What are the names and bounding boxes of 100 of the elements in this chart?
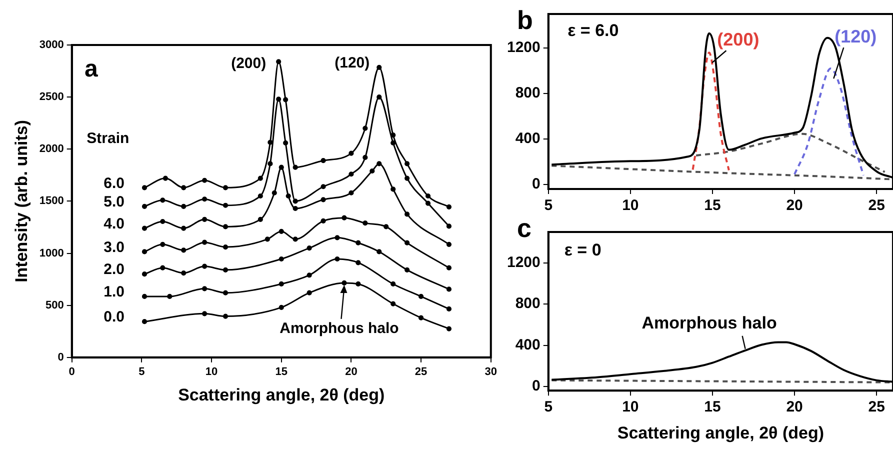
point bbox=[181, 270, 186, 276]
series-label: 4.0 bbox=[104, 215, 124, 232]
point bbox=[342, 215, 347, 220]
point bbox=[356, 281, 361, 287]
y-tick-label: 0 bbox=[532, 176, 540, 193]
point bbox=[376, 161, 382, 166]
point bbox=[446, 265, 452, 270]
y-tick-label: 500 bbox=[46, 299, 64, 312]
point bbox=[160, 242, 166, 247]
point bbox=[348, 172, 354, 177]
point bbox=[446, 224, 452, 229]
point bbox=[404, 267, 410, 272]
x-axis-title: Scattering angle, 2θ (deg) bbox=[617, 423, 824, 442]
text: c bbox=[517, 213, 532, 244]
x-tick-label: 20 bbox=[786, 197, 803, 214]
annotation: ε = 6.0 bbox=[568, 21, 619, 40]
point bbox=[384, 224, 389, 230]
point bbox=[160, 265, 166, 270]
point bbox=[202, 178, 208, 183]
point bbox=[222, 224, 228, 230]
point bbox=[142, 272, 148, 277]
x-tick-label: 10 bbox=[622, 398, 639, 416]
y-axis-title: Intensity (arb. units) bbox=[12, 120, 31, 282]
annotation: ε = 0 bbox=[564, 240, 602, 260]
series-label: 0.0 bbox=[104, 308, 124, 326]
y-tick-label: 3000 bbox=[39, 39, 64, 52]
series-label: 5.0 bbox=[104, 194, 124, 211]
annotation: Strain bbox=[86, 130, 130, 147]
point bbox=[390, 140, 396, 146]
point bbox=[348, 190, 354, 196]
point bbox=[278, 281, 284, 287]
y-tick-label: 1500 bbox=[39, 195, 64, 208]
point bbox=[222, 185, 228, 190]
point bbox=[286, 193, 291, 199]
point bbox=[390, 281, 396, 287]
annotation: (120) bbox=[334, 54, 370, 72]
point bbox=[268, 140, 273, 145]
y-tick-label: 800 bbox=[515, 84, 540, 102]
point bbox=[376, 249, 382, 254]
point bbox=[142, 204, 148, 209]
y-tick-label: 1000 bbox=[39, 247, 64, 260]
point bbox=[320, 184, 326, 190]
x-tick-label: 5 bbox=[138, 366, 145, 378]
point bbox=[283, 140, 288, 146]
point bbox=[222, 314, 228, 319]
y-tick-label: 2000 bbox=[39, 143, 64, 156]
point bbox=[142, 185, 148, 190]
point bbox=[292, 206, 298, 212]
point bbox=[356, 260, 361, 266]
y-tick-label: 0 bbox=[58, 351, 64, 364]
point bbox=[278, 304, 284, 310]
point bbox=[292, 198, 298, 204]
point bbox=[418, 294, 424, 300]
point bbox=[276, 96, 282, 102]
y-tick-label: 400 bbox=[515, 130, 540, 148]
annotation: Amorphous halo bbox=[280, 320, 399, 338]
point bbox=[446, 286, 452, 292]
series-label: 1.0 bbox=[104, 284, 124, 301]
point bbox=[320, 158, 326, 164]
annotation: (200) bbox=[231, 54, 266, 72]
annotation: Amorphous halo bbox=[642, 314, 777, 333]
point bbox=[202, 286, 208, 292]
series-label: 2.0 bbox=[104, 261, 124, 278]
point bbox=[278, 256, 284, 262]
line-series bbox=[695, 132, 886, 173]
series-label: 3.0 bbox=[104, 238, 124, 256]
y-tick-label: 1200 bbox=[506, 254, 540, 272]
x-tick-label: 25 bbox=[868, 398, 885, 416]
point bbox=[258, 176, 263, 181]
point bbox=[160, 198, 166, 203]
x-tick-label: 15 bbox=[275, 366, 288, 378]
point bbox=[181, 185, 186, 190]
y-tick-label: 1200 bbox=[506, 39, 540, 56]
point bbox=[258, 216, 263, 222]
series-label: (200) bbox=[717, 30, 760, 50]
y-tick-label: 400 bbox=[515, 336, 540, 354]
y-tick-label: 2500 bbox=[39, 91, 64, 104]
x-tick-label: 0 bbox=[68, 366, 75, 378]
point bbox=[425, 200, 431, 206]
x-tick-label: 10 bbox=[205, 366, 218, 378]
point bbox=[276, 59, 282, 64]
point bbox=[390, 186, 396, 192]
point bbox=[202, 240, 208, 245]
point bbox=[292, 164, 298, 170]
point bbox=[425, 193, 431, 199]
point bbox=[142, 249, 148, 254]
x-tick-label: 20 bbox=[786, 398, 803, 416]
point bbox=[202, 196, 208, 202]
point bbox=[404, 161, 410, 166]
point bbox=[264, 236, 270, 242]
point bbox=[278, 228, 284, 234]
point bbox=[306, 272, 312, 278]
point bbox=[272, 190, 277, 196]
x-tick-label: 15 bbox=[704, 398, 721, 416]
point bbox=[181, 204, 186, 209]
point bbox=[142, 226, 148, 231]
point bbox=[222, 290, 228, 296]
point bbox=[342, 280, 347, 286]
x-tick-label: 10 bbox=[622, 197, 639, 214]
x-tick-label: 30 bbox=[484, 366, 498, 378]
